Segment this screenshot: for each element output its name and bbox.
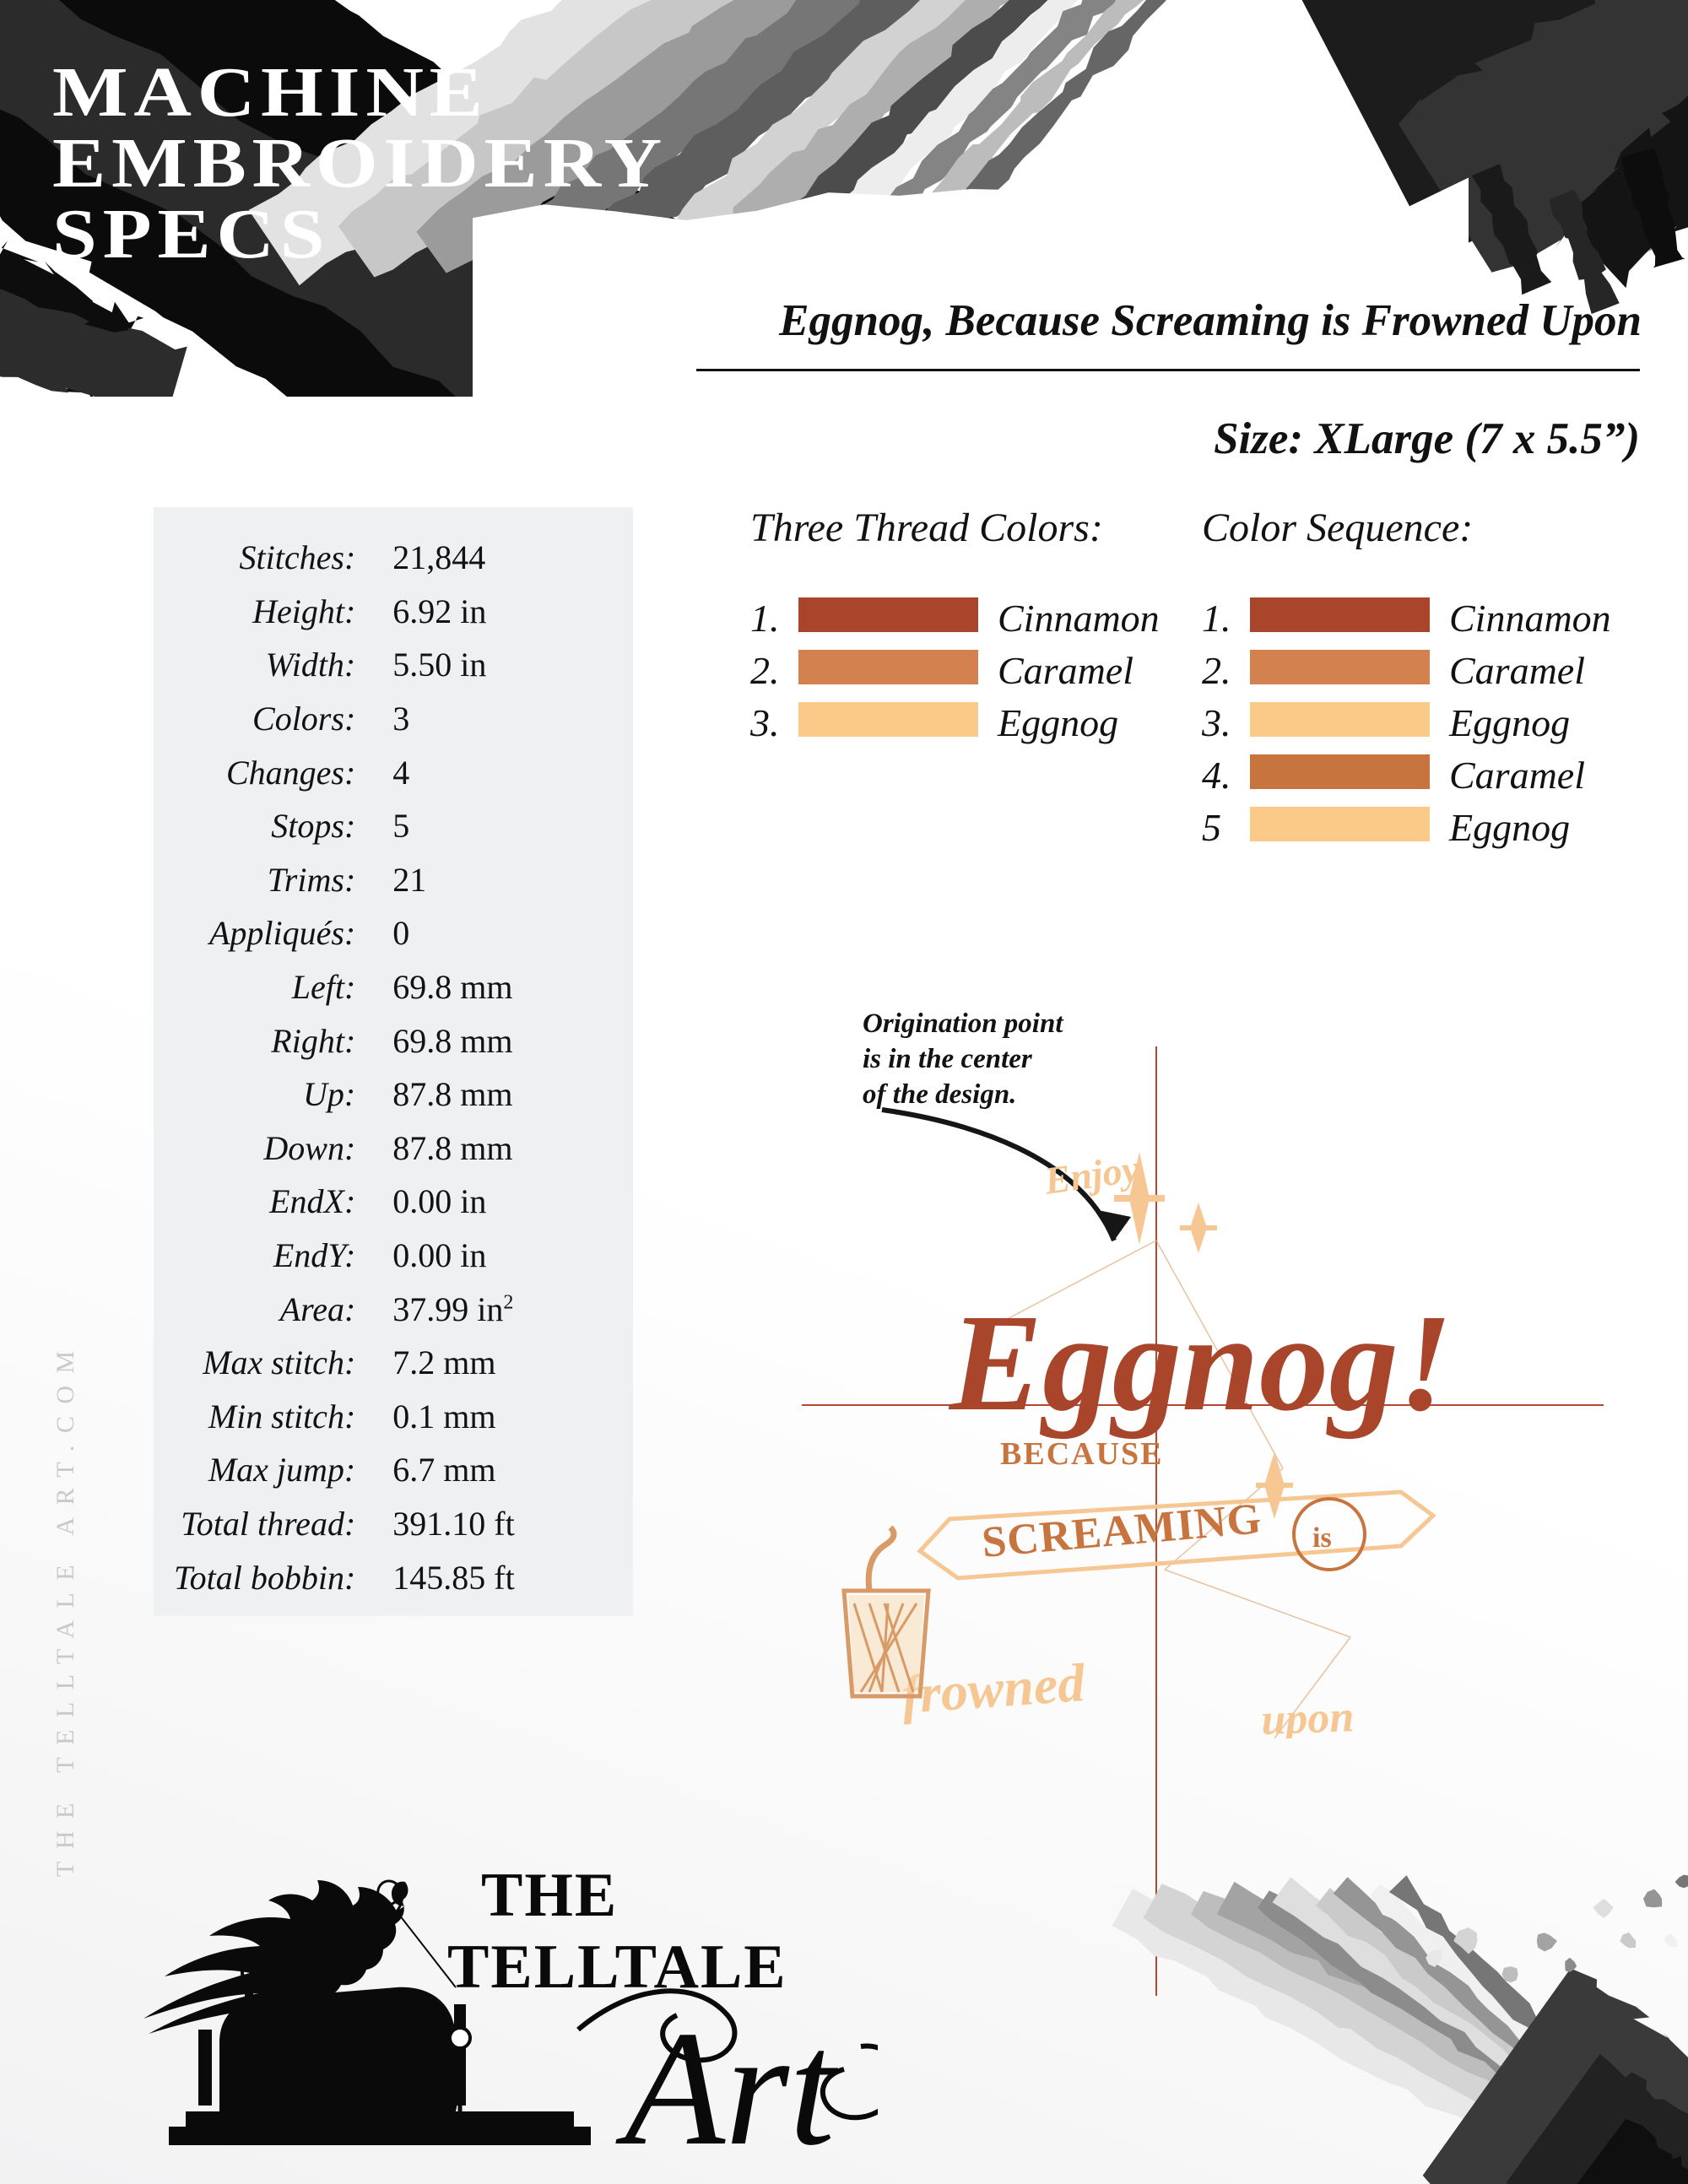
svg-text:Art: Art: [615, 1997, 839, 2169]
svg-text:is: is: [1312, 1522, 1332, 1554]
svg-text:SCREAMING: SCREAMING: [980, 1495, 1263, 1567]
svg-text:BECAUSE: BECAUSE: [1000, 1436, 1164, 1472]
svg-text:THE: THE: [481, 1861, 618, 1930]
svg-text:TELLTALE: TELLTALE: [447, 1933, 787, 2002]
svg-text:Eggnog!: Eggnog!: [948, 1285, 1453, 1440]
svg-text:Enjoy: Enjoy: [1041, 1147, 1142, 1203]
